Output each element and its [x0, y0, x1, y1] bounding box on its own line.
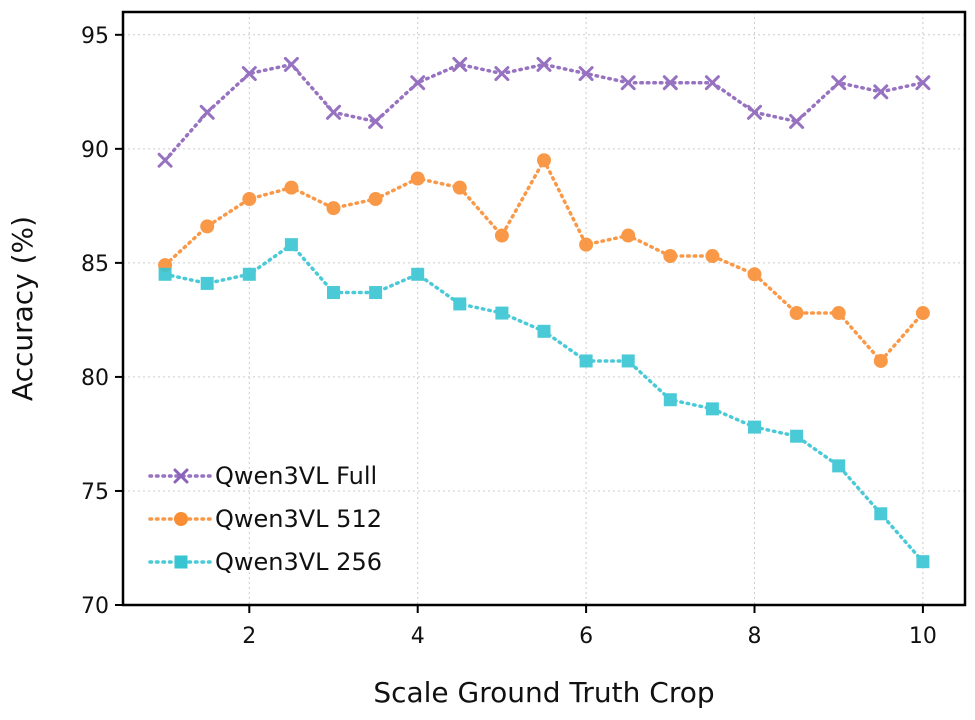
- data-point: [452, 180, 467, 195]
- data-point: [662, 75, 678, 91]
- x-tick-label: 6: [579, 624, 593, 649]
- legend-marker: [174, 555, 188, 569]
- data-point: [789, 113, 805, 129]
- data-point: [199, 104, 215, 120]
- data-point: [326, 104, 341, 120]
- data-point: [831, 75, 847, 91]
- data-point: [704, 75, 720, 91]
- data-point: [620, 75, 636, 91]
- legend-item: Qwen3VL 256: [148, 548, 382, 576]
- data-point: [747, 104, 762, 120]
- data-point: [537, 324, 551, 338]
- y-tick-label: 95: [81, 24, 109, 49]
- data-point: [748, 420, 761, 434]
- data-point: [200, 276, 214, 290]
- x-axis-label: Scale Ground Truth Crop: [373, 676, 714, 709]
- data-point: [452, 56, 468, 72]
- data-point: [789, 306, 804, 321]
- data-point: [915, 306, 930, 321]
- y-tick-label: 75: [81, 480, 109, 505]
- data-point: [578, 66, 594, 82]
- data-point: [326, 201, 341, 216]
- data-point: [536, 56, 552, 72]
- data-point: [157, 152, 173, 168]
- data-point: [873, 84, 889, 100]
- data-point: [663, 249, 678, 264]
- data-point: [200, 219, 215, 234]
- legend-label: Qwen3VL 256: [215, 548, 382, 576]
- series-3: [158, 238, 930, 569]
- data-point: [747, 267, 762, 282]
- data-point: [915, 75, 931, 91]
- y-axis-label: Accuracy (%): [6, 216, 39, 401]
- data-point: [284, 180, 299, 195]
- data-point: [327, 286, 340, 300]
- data-point: [916, 555, 930, 569]
- data-point: [873, 353, 888, 368]
- y-tick-label: 85: [81, 252, 109, 277]
- x-tick-label: 2: [242, 624, 256, 649]
- data-point: [705, 249, 720, 264]
- legend: Qwen3VL Full Qwen3VL 512 Qwen3VL 256: [148, 462, 382, 576]
- x-tick-label: 10: [909, 624, 937, 649]
- series-line: [163, 62, 925, 162]
- legend-marker: [174, 512, 188, 526]
- series-group: [157, 56, 931, 569]
- data-point: [579, 354, 593, 368]
- series-1: [157, 56, 931, 168]
- data-point: [621, 228, 636, 243]
- x-tick-label: 8: [748, 624, 762, 649]
- y-tick-label: 90: [81, 138, 109, 163]
- data-point: [453, 297, 467, 311]
- data-point: [410, 75, 426, 91]
- data-point: [158, 267, 172, 281]
- data-point: [284, 238, 298, 252]
- data-point: [579, 237, 594, 252]
- data-point: [663, 393, 677, 407]
- data-point: [241, 66, 257, 82]
- data-point: [495, 306, 509, 320]
- y-tick-label: 70: [81, 594, 109, 619]
- legend-label: Qwen3VL Full: [215, 462, 377, 490]
- legend-label: Qwen3VL 512: [215, 505, 382, 533]
- data-point: [874, 507, 888, 521]
- data-point: [494, 228, 509, 243]
- legend-marker: [173, 468, 189, 484]
- legend-item: Qwen3VL Full: [148, 462, 377, 490]
- data-point: [537, 153, 551, 168]
- data-point: [494, 66, 510, 82]
- x-tick-label: 4: [411, 624, 425, 649]
- series-2: [158, 153, 930, 368]
- data-point: [790, 429, 804, 443]
- legend-item: Qwen3VL 512: [148, 505, 382, 533]
- data-point: [368, 192, 383, 207]
- data-point: [832, 459, 846, 473]
- y-tick-label: 80: [81, 366, 109, 391]
- data-point: [705, 402, 719, 416]
- data-point: [410, 171, 425, 186]
- data-point: [621, 354, 635, 368]
- ticks: 2 4 6 8 10 70 75 80 85 90 95: [81, 24, 937, 649]
- data-point: [411, 267, 425, 281]
- data-point: [242, 267, 256, 281]
- data-point: [369, 286, 383, 300]
- data-point: [283, 56, 299, 72]
- data-point: [368, 113, 384, 129]
- data-point: [831, 306, 846, 321]
- data-point: [242, 192, 257, 207]
- plot-frame: [121, 10, 967, 607]
